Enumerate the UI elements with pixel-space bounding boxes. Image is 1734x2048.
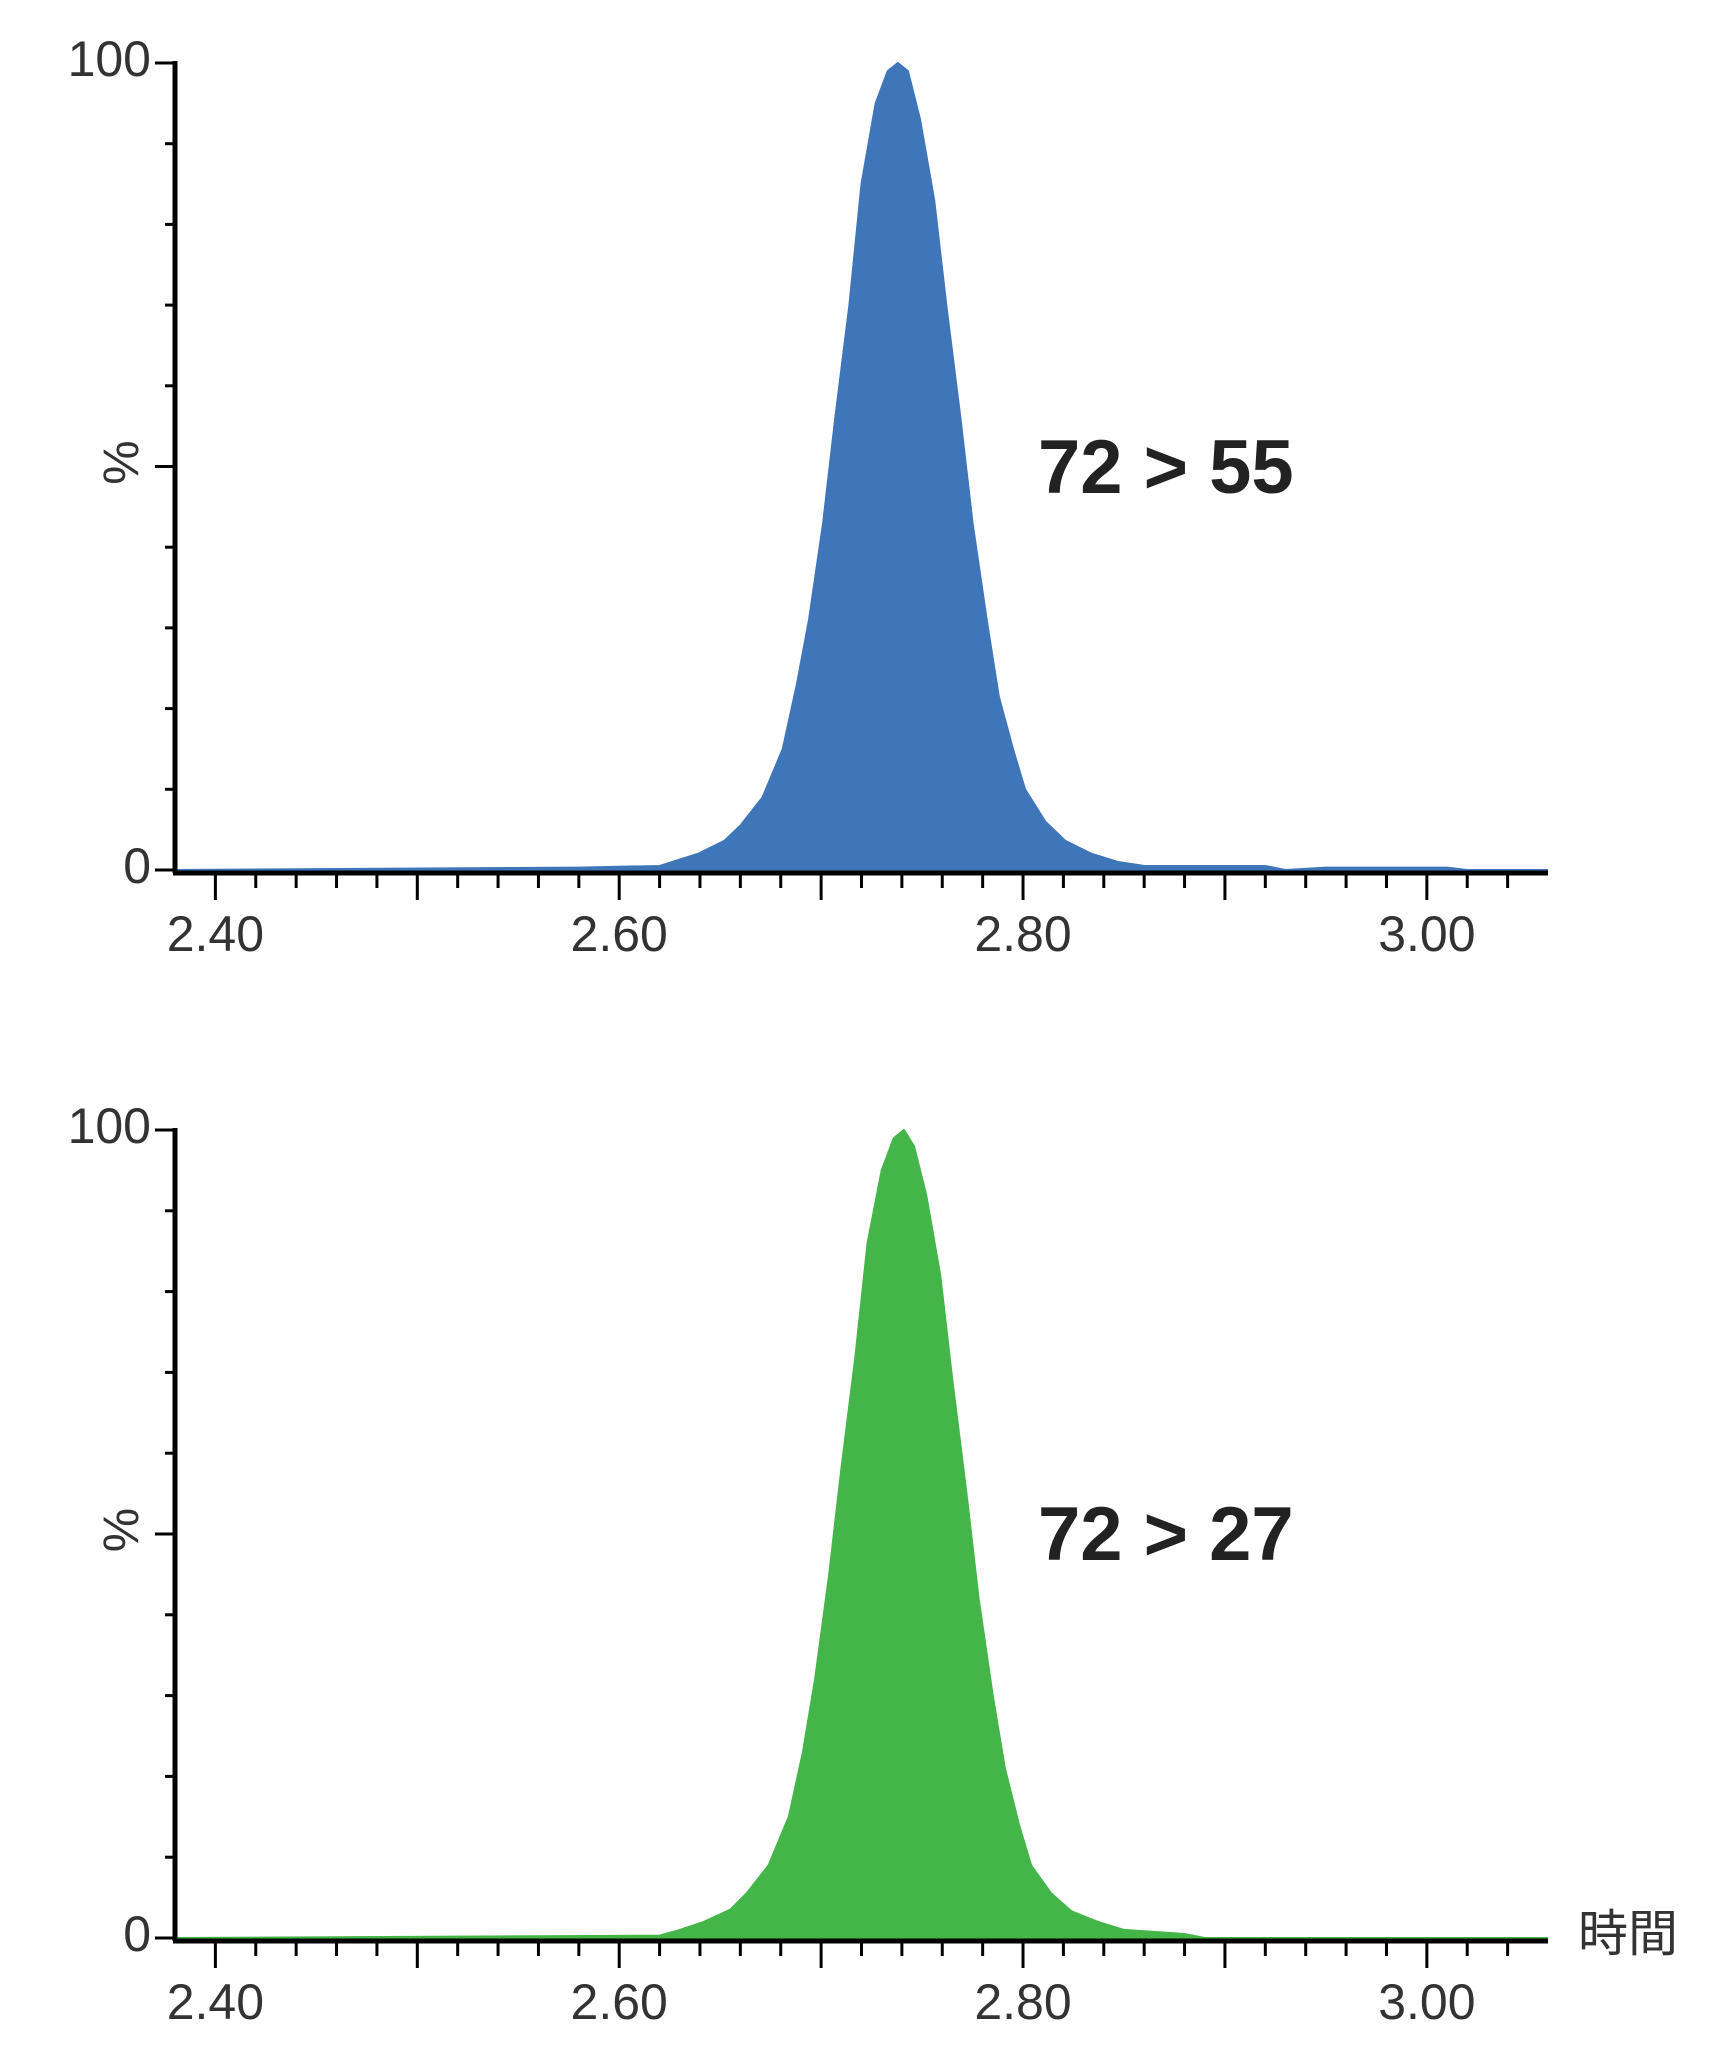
y-tick-label: 100: [68, 1098, 151, 1154]
y-axis-label: %: [93, 440, 149, 484]
peak-area: [174, 61, 1548, 872]
y-axis-label: %: [93, 1508, 149, 1552]
y-tick-label: 100: [68, 31, 151, 87]
y-tick-label: 0: [123, 838, 151, 894]
x-tick-label: 2.60: [571, 1974, 668, 2030]
x-tick-label: 2.80: [974, 906, 1071, 962]
annotation: 72 > 27: [1038, 1492, 1294, 1577]
x-tick-label: 2.60: [571, 906, 668, 962]
annotation: 72 > 55: [1038, 425, 1294, 510]
x-tick-label: 2.40: [167, 1974, 264, 2030]
x-tick-label: 3.00: [1378, 906, 1475, 962]
x-tick-label: 2.80: [974, 1974, 1071, 2030]
x-tick-label: 3.00: [1378, 1974, 1475, 2030]
y-tick-label: 0: [123, 1906, 151, 1962]
peak-area: [174, 1128, 1548, 1939]
x-tick-label: 2.40: [167, 906, 264, 962]
x-axis-label: 時間: [1578, 1906, 1678, 1962]
